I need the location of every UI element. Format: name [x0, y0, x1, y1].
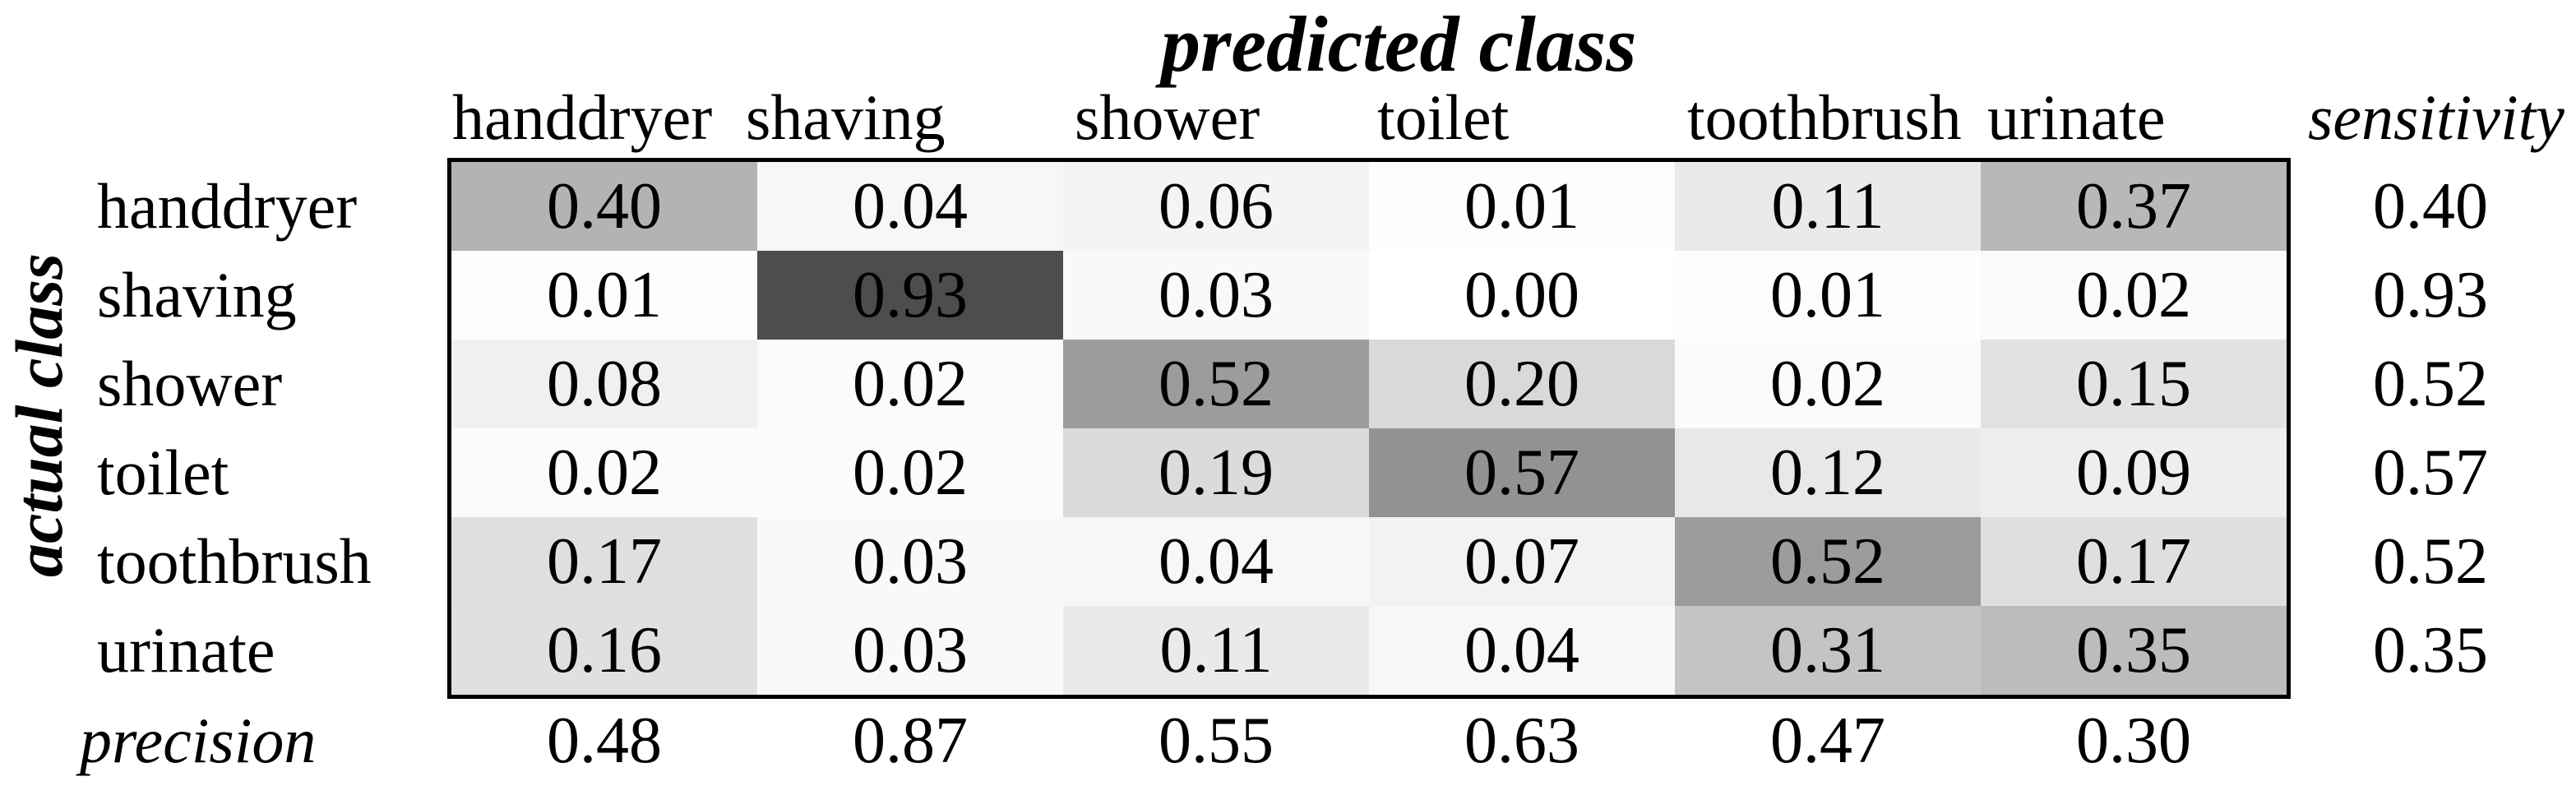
matrix-cell-shower-toothbrush: 0.02: [1675, 340, 1981, 428]
col-header-handdryer: handdryer: [452, 81, 713, 153]
matrix-cell-toilet-shaving: 0.02: [757, 428, 1063, 517]
matrix-cell-shower-handdryer: 0.08: [451, 340, 757, 428]
matrix-cell-toothbrush-urinate: 0.17: [1981, 517, 2287, 606]
sensitivity-value-shaving: 0.93: [2373, 259, 2488, 331]
matrix-cell-shaving-toilet: 0.00: [1369, 251, 1675, 340]
sensitivity-value-handdryer: 0.40: [2373, 170, 2488, 243]
row-label-toothbrush: toothbrush: [97, 525, 372, 597]
matrix-cell-urinate-shaving: 0.03: [757, 606, 1063, 695]
matrix-cell-toothbrush-shaving: 0.03: [757, 517, 1063, 606]
actual-class-axis-label: actual class: [2, 252, 76, 578]
row-label-handdryer: handdryer: [97, 170, 358, 242]
matrix-cell-toilet-handdryer: 0.02: [451, 428, 757, 517]
matrix-cell-urinate-handdryer: 0.16: [451, 606, 757, 695]
precision-value-toilet: 0.63: [1464, 705, 1579, 777]
col-header-shaving: shaving: [746, 81, 946, 153]
matrix-cell-handdryer-shaving: 0.04: [757, 162, 1063, 251]
matrix-cell-toilet-toothbrush: 0.12: [1675, 428, 1981, 517]
matrix-cell-urinate-shower: 0.11: [1063, 606, 1369, 695]
col-header-toilet: toilet: [1377, 81, 1510, 153]
matrix-cell-toothbrush-toilet: 0.07: [1369, 517, 1675, 606]
matrix-cell-shaving-handdryer: 0.01: [451, 251, 757, 340]
matrix-cell-handdryer-urinate: 0.37: [1981, 162, 2287, 251]
matrix-cell-handdryer-toothbrush: 0.11: [1675, 162, 1981, 251]
matrix-cell-urinate-urinate: 0.35: [1981, 606, 2287, 695]
matrix-cell-toilet-shower: 0.19: [1063, 428, 1369, 517]
precision-value-shaving: 0.87: [853, 705, 968, 777]
sensitivity-value-toothbrush: 0.52: [2373, 525, 2488, 598]
precision-value-urinate: 0.30: [2076, 705, 2191, 777]
predicted-class-title: predicted class: [1161, 0, 1637, 88]
matrix-cell-shower-shaving: 0.02: [757, 340, 1063, 428]
sensitivity-value-toilet: 0.57: [2373, 437, 2488, 509]
matrix-cell-toothbrush-toothbrush: 0.52: [1675, 517, 1981, 606]
matrix-cell-shower-urinate: 0.15: [1981, 340, 2287, 428]
row-label-shaving: shaving: [97, 259, 297, 331]
matrix-cell-toothbrush-shower: 0.04: [1063, 517, 1369, 606]
matrix-cell-shower-toilet: 0.20: [1369, 340, 1675, 428]
col-header-sensitivity: sensitivity: [2308, 81, 2564, 153]
matrix-cell-urinate-toilet: 0.04: [1369, 606, 1675, 695]
matrix-cell-handdryer-toilet: 0.01: [1369, 162, 1675, 251]
precision-value-handdryer: 0.48: [547, 705, 662, 777]
row-label-urinate: urinate: [97, 614, 275, 686]
matrix-cell-handdryer-shower: 0.06: [1063, 162, 1369, 251]
sensitivity-value-urinate: 0.35: [2373, 614, 2488, 687]
row-label-shower: shower: [97, 348, 283, 419]
precision-row-label: precision: [80, 705, 317, 776]
matrix-cell-handdryer-handdryer: 0.40: [451, 162, 757, 251]
matrix-cell-urinate-toothbrush: 0.31: [1675, 606, 1981, 695]
col-header-shower: shower: [1075, 81, 1260, 153]
sensitivity-value-shower: 0.52: [2373, 348, 2488, 420]
matrix-cell-shaving-urinate: 0.02: [1981, 251, 2287, 340]
row-label-toilet: toilet: [97, 437, 229, 508]
matrix-cell-toilet-toilet: 0.57: [1369, 428, 1675, 517]
matrix-cell-toothbrush-handdryer: 0.17: [451, 517, 757, 606]
confusion-matrix-grid: 0.40 0.04 0.06 0.01 0.11 0.37 0.01 0.93 0.03 0.00…: [447, 158, 2291, 699]
matrix-cell-shaving-toothbrush: 0.01: [1675, 251, 1981, 340]
col-header-urinate: urinate: [1987, 81, 2166, 153]
precision-value-toothbrush: 0.47: [1770, 705, 1885, 777]
matrix-cell-shaving-shower: 0.03: [1063, 251, 1369, 340]
matrix-cell-shower-shower: 0.52: [1063, 340, 1369, 428]
col-header-toothbrush: toothbrush: [1687, 81, 1962, 153]
matrix-cell-shaving-shaving: 0.93: [757, 251, 1063, 340]
precision-value-shower: 0.55: [1159, 705, 1274, 777]
matrix-cell-toilet-urinate: 0.09: [1981, 428, 2287, 517]
